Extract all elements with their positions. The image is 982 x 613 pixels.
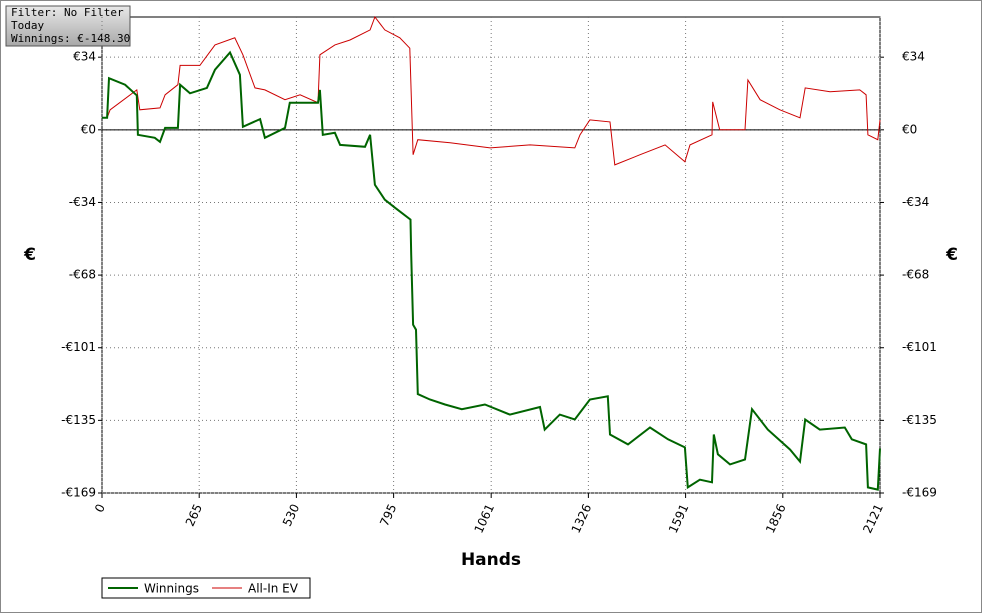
y2-tick-label: -€169 <box>902 486 937 500</box>
y2-tick-label: -€34 <box>902 195 929 209</box>
y2-axis-label: € <box>945 245 958 265</box>
filter-text: Filter: No Filter <box>11 6 124 19</box>
series-line <box>102 50 881 491</box>
y2-tick-label: -€101 <box>902 340 937 354</box>
y-tick-label: -€68 <box>69 268 96 282</box>
y2-tick-label: €0 <box>902 122 917 136</box>
y-axis-label: € <box>23 245 36 265</box>
y-tick-label: -€169 <box>61 486 96 500</box>
filter-text: Today <box>11 19 44 32</box>
legend <box>101 577 311 599</box>
y2-tick-label: -€135 <box>902 413 937 427</box>
filter-text: Winnings: €-148.30 <box>11 32 130 45</box>
y-tick-label: -€101 <box>61 340 96 354</box>
y-tick-label: -€135 <box>61 413 96 427</box>
y-tick-label: -€34 <box>69 195 96 209</box>
y2-tick-label: -€68 <box>902 268 929 282</box>
filter-box-bg <box>5 5 131 47</box>
filter-box: Filter: No Filter Today Winnings: €-148.… <box>5 5 131 47</box>
y-tick-label: €34 <box>73 50 96 64</box>
legend-label: Winnings <box>144 582 199 596</box>
legend-label: All-In EV <box>248 582 299 596</box>
x-axis-label: Hands <box>461 550 521 570</box>
y-tick-label: €0 <box>81 122 96 136</box>
y2-tick-label: €34 <box>902 50 925 64</box>
series-line <box>102 15 881 166</box>
